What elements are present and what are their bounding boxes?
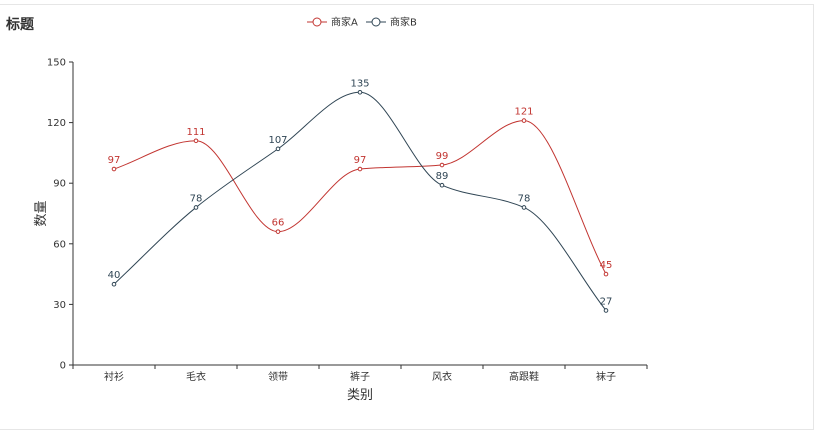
data-label: 40 (108, 270, 121, 281)
y-axis-title: 数量 (34, 200, 49, 226)
legend[interactable]: 商家A 商家B (307, 16, 417, 29)
data-point[interactable] (439, 162, 445, 168)
data-label: 121 (514, 107, 533, 118)
legend-label: 商家B (390, 16, 417, 29)
y-tick-label: 150 (47, 58, 66, 69)
series-line (113, 91, 607, 311)
data-point[interactable] (603, 308, 609, 313)
data-label: 27 (600, 296, 613, 307)
data-label: 97 (108, 155, 121, 166)
x-axis: 衬衫 毛衣 领带 裤子 风衣 高跟鞋 袜子 (72, 364, 648, 383)
data-point[interactable] (193, 138, 199, 144)
x-tick-label: 风衣 (432, 370, 452, 383)
y-tick-label: 0 (60, 361, 66, 372)
data-point[interactable] (521, 118, 527, 123)
chart-title: 标题 (6, 17, 34, 33)
data-label: 78 (518, 193, 531, 204)
data-point[interactable] (357, 166, 363, 172)
data-point[interactable] (439, 182, 445, 188)
data-label: 135 (350, 78, 369, 89)
legend-item-b[interactable]: 商家B (366, 16, 417, 29)
y-axis: 0 30 60 90 120 150 (47, 58, 74, 372)
data-point[interactable] (111, 281, 117, 287)
data-label: 66 (272, 218, 285, 229)
data-label: 107 (268, 135, 287, 146)
data-label: 97 (354, 155, 367, 166)
data-point[interactable] (193, 205, 199, 210)
x-tick-label: 领带 (268, 370, 288, 383)
data-label: 111 (186, 127, 205, 138)
x-tick-label: 袜子 (596, 370, 616, 383)
data-label: 99 (436, 151, 449, 162)
series-line (113, 120, 607, 275)
data-point[interactable] (603, 271, 609, 277)
y-tick-label: 30 (53, 300, 66, 311)
legend-marker (312, 17, 322, 27)
series-a: 97 111 66 97 99 121 45 (108, 107, 613, 277)
data-point[interactable] (357, 90, 363, 95)
series-layer: 97 111 66 97 99 121 45 40 78 107 135 89 78 27 (108, 78, 613, 313)
legend-label: 商家A (331, 16, 358, 29)
data-point[interactable] (111, 166, 117, 172)
legend-item-a[interactable]: 商家A (307, 16, 358, 29)
data-label: 89 (436, 171, 449, 182)
chart-frame (0, 4, 814, 430)
data-point[interactable] (521, 205, 527, 210)
series-b: 40 78 107 135 89 78 27 (108, 78, 613, 313)
x-tick-label: 高跟鞋 (509, 370, 539, 383)
y-tick-label: 120 (47, 118, 66, 129)
x-tick-label: 衬衫 (104, 370, 124, 383)
data-label: 45 (600, 260, 613, 271)
x-axis-title: 类别 (347, 388, 373, 403)
x-tick-label: 裤子 (350, 370, 370, 383)
data-point[interactable] (275, 146, 281, 152)
data-label: 78 (190, 193, 203, 204)
legend-marker (371, 17, 381, 27)
x-tick-label: 毛衣 (186, 370, 206, 383)
data-point[interactable] (275, 229, 281, 234)
y-tick-label: 60 (53, 239, 66, 250)
y-tick-label: 90 (53, 179, 66, 190)
